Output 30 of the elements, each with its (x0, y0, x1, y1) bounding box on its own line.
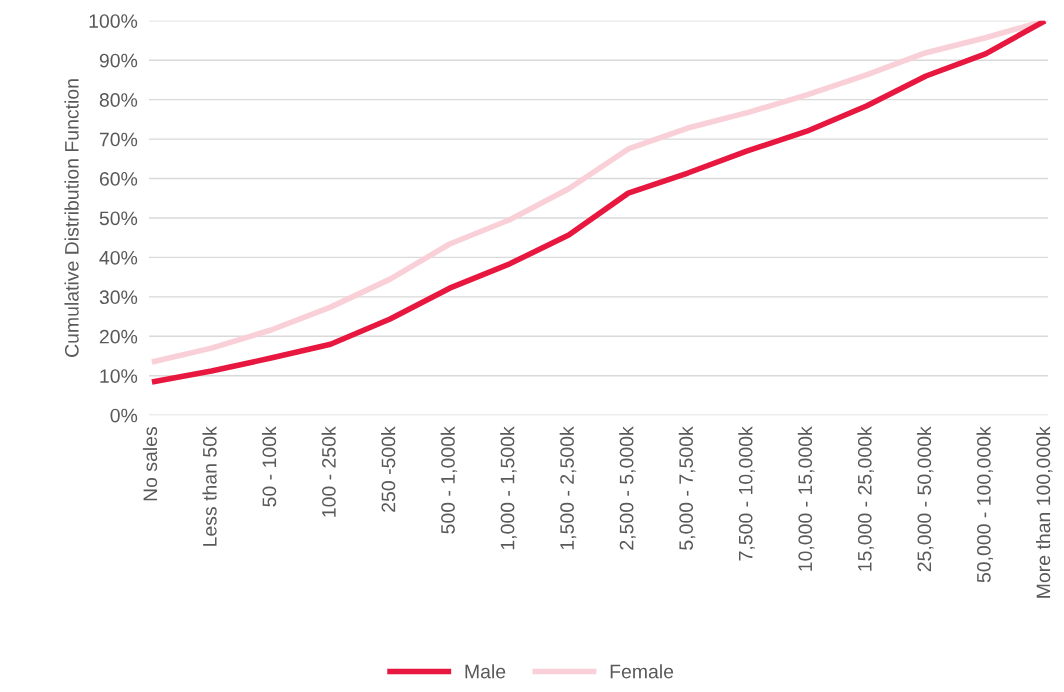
x-tick-label: 50 - 100k (261, 426, 277, 507)
y-tick-label: 0% (110, 408, 138, 423)
y-tick-label: 60% (99, 172, 138, 186)
x-tick-label: 1,500 - 2,500k (559, 426, 577, 550)
x-tick-label: 250 -500k (381, 426, 396, 512)
x-tick-label: 1,000 - 1,500k (500, 426, 517, 550)
x-tick-label: 15,000 - 25,000k (857, 426, 874, 571)
y-axis-title: Cumulative Distribution Function (64, 79, 79, 357)
x-tick-label: 100 - 250k (321, 426, 336, 517)
x-tick-label: More than 100,000k (1036, 426, 1053, 598)
y-tick-label: 100% (89, 14, 138, 28)
x-tick-label: Less than 50k (202, 426, 217, 546)
x-tick-label: 25,000 - 50,000k (916, 426, 934, 572)
y-tick-label: 20% (99, 329, 138, 344)
x-tick-label: No sales (142, 427, 158, 501)
y-tick-label: 90% (99, 53, 138, 68)
x-tick-label: 500 - 1,000k (440, 426, 458, 534)
x-tick-label: 7,500 - 10,000k (738, 426, 755, 561)
legend-label: Female (610, 664, 674, 679)
y-tick-label: 70% (99, 132, 138, 147)
x-tick-label: 50,000 - 100,000k (976, 426, 994, 583)
x-tick-label: 10,000 - 15,000k (797, 426, 815, 571)
y-tick-label: 10% (100, 369, 138, 383)
x-tick-label: 2,500 - 5,000k (619, 426, 636, 550)
y-tick-label: 40% (99, 250, 138, 265)
y-tick-label: 30% (99, 290, 138, 305)
y-tick-label: 50% (99, 211, 138, 226)
y-tick-label: 80% (99, 93, 138, 107)
legend-label: Male (465, 664, 506, 679)
x-tick-label: 5,000 - 7,500k (678, 426, 696, 550)
